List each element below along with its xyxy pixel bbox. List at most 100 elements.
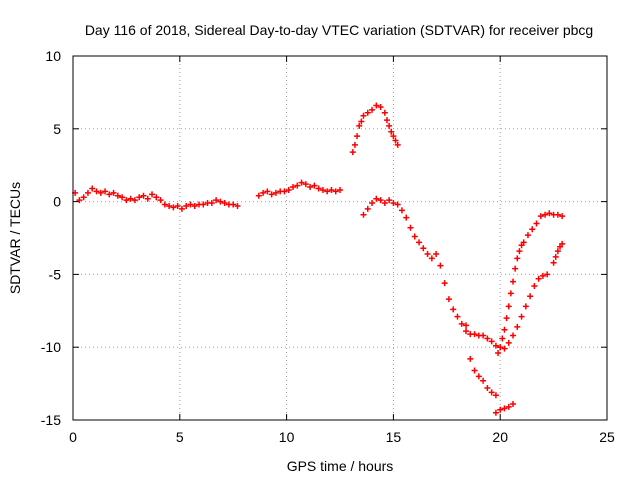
data-point <box>552 253 559 260</box>
data-point <box>539 272 546 279</box>
y-tick-label: 10 <box>45 48 61 64</box>
data-point <box>510 332 517 339</box>
data-point <box>208 200 215 207</box>
data-point <box>546 210 553 217</box>
data-point <box>533 220 540 227</box>
data-point <box>501 326 508 333</box>
data-point <box>501 405 508 412</box>
data-point <box>463 328 470 335</box>
data-point <box>364 205 371 212</box>
data-point <box>492 342 499 349</box>
data-point <box>411 233 418 240</box>
data-point <box>445 296 452 303</box>
data-point <box>319 186 326 193</box>
data-series-arc-6 <box>492 400 517 416</box>
data-point <box>234 202 241 209</box>
data-point <box>383 117 390 124</box>
data-point <box>307 184 314 191</box>
data-point <box>337 186 343 193</box>
data-point <box>392 137 399 144</box>
data-point <box>381 109 388 116</box>
data-point <box>495 350 502 357</box>
x-tick-label: 0 <box>69 429 77 445</box>
data-point <box>480 377 487 384</box>
data-point <box>428 255 435 262</box>
data-point <box>114 192 121 199</box>
data-point <box>559 240 566 247</box>
data-point <box>388 128 395 135</box>
y-tick-label: -15 <box>41 412 61 428</box>
data-point <box>377 197 384 204</box>
data-point <box>471 331 478 338</box>
data-point <box>93 188 100 195</box>
x-tick-label: 10 <box>279 429 295 445</box>
data-point <box>149 191 156 198</box>
axis-ticks: 0 5 10 15 20 25 -15 -10 -5 0 5 10 <box>41 48 615 445</box>
data-point <box>272 189 279 196</box>
data-point <box>505 339 512 346</box>
data-point <box>527 293 534 300</box>
data-point <box>398 207 405 214</box>
data-point <box>501 345 508 352</box>
data-point <box>535 275 542 282</box>
data-point <box>550 259 557 266</box>
data-point <box>488 338 495 345</box>
data-point <box>144 195 151 202</box>
data-point <box>554 211 561 218</box>
data-point <box>89 185 96 192</box>
data-point <box>119 194 126 201</box>
chart-title: Day 116 of 2018, Sidereal Day-to-day VTE… <box>85 22 593 38</box>
data-point <box>178 205 185 212</box>
data-point <box>458 320 465 327</box>
data-point <box>463 322 470 329</box>
data-point <box>281 188 288 195</box>
data-point <box>360 211 367 218</box>
data-point <box>315 185 322 192</box>
data-point <box>514 255 521 262</box>
data-point <box>373 195 380 202</box>
data-point <box>390 133 397 140</box>
data-point <box>503 315 510 322</box>
data-point <box>136 194 143 201</box>
data-point <box>484 384 491 391</box>
data-point <box>294 182 301 189</box>
data-markers <box>72 102 566 416</box>
data-series-arc-2 <box>255 179 343 199</box>
data-point <box>403 214 410 221</box>
x-tick-label: 5 <box>176 429 184 445</box>
data-point <box>520 239 527 246</box>
data-point <box>332 188 339 195</box>
data-point <box>471 367 478 374</box>
data-point <box>166 202 173 209</box>
data-point <box>140 192 147 199</box>
data-point <box>510 278 517 285</box>
data-series-arc-8 <box>550 240 566 266</box>
data-point <box>518 313 525 320</box>
data-point <box>441 280 448 287</box>
data-point <box>102 188 109 195</box>
data-point <box>394 141 401 148</box>
data-point <box>373 102 380 109</box>
data-point <box>349 149 356 156</box>
data-point <box>123 197 130 204</box>
data-point <box>255 192 262 199</box>
data-point <box>516 248 523 255</box>
x-tick-label: 25 <box>599 429 615 445</box>
data-point <box>424 251 431 258</box>
data-point <box>110 189 117 196</box>
data-point <box>505 303 512 310</box>
data-point <box>268 191 275 198</box>
y-tick-label: 0 <box>53 194 61 210</box>
data-point <box>484 335 491 342</box>
data-point <box>510 400 517 407</box>
data-point <box>311 182 318 189</box>
data-point <box>217 198 224 205</box>
data-point <box>221 200 228 207</box>
data-point <box>80 194 87 201</box>
data-point <box>358 118 365 125</box>
data-point <box>354 133 361 140</box>
data-point <box>497 406 504 413</box>
data-point <box>531 283 538 290</box>
